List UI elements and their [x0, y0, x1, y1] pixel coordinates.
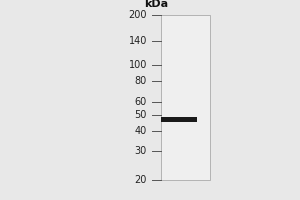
- Text: 20: 20: [135, 175, 147, 185]
- Text: 100: 100: [129, 60, 147, 70]
- Text: 60: 60: [135, 97, 147, 107]
- Text: kDa: kDa: [144, 0, 168, 9]
- Text: 140: 140: [129, 36, 147, 46]
- Text: 200: 200: [128, 10, 147, 20]
- Text: 30: 30: [135, 146, 147, 156]
- Text: 50: 50: [135, 110, 147, 120]
- Text: 80: 80: [135, 76, 147, 86]
- Bar: [160, 15, 210, 180]
- Text: 40: 40: [135, 126, 147, 136]
- Bar: [161, 117, 196, 122]
